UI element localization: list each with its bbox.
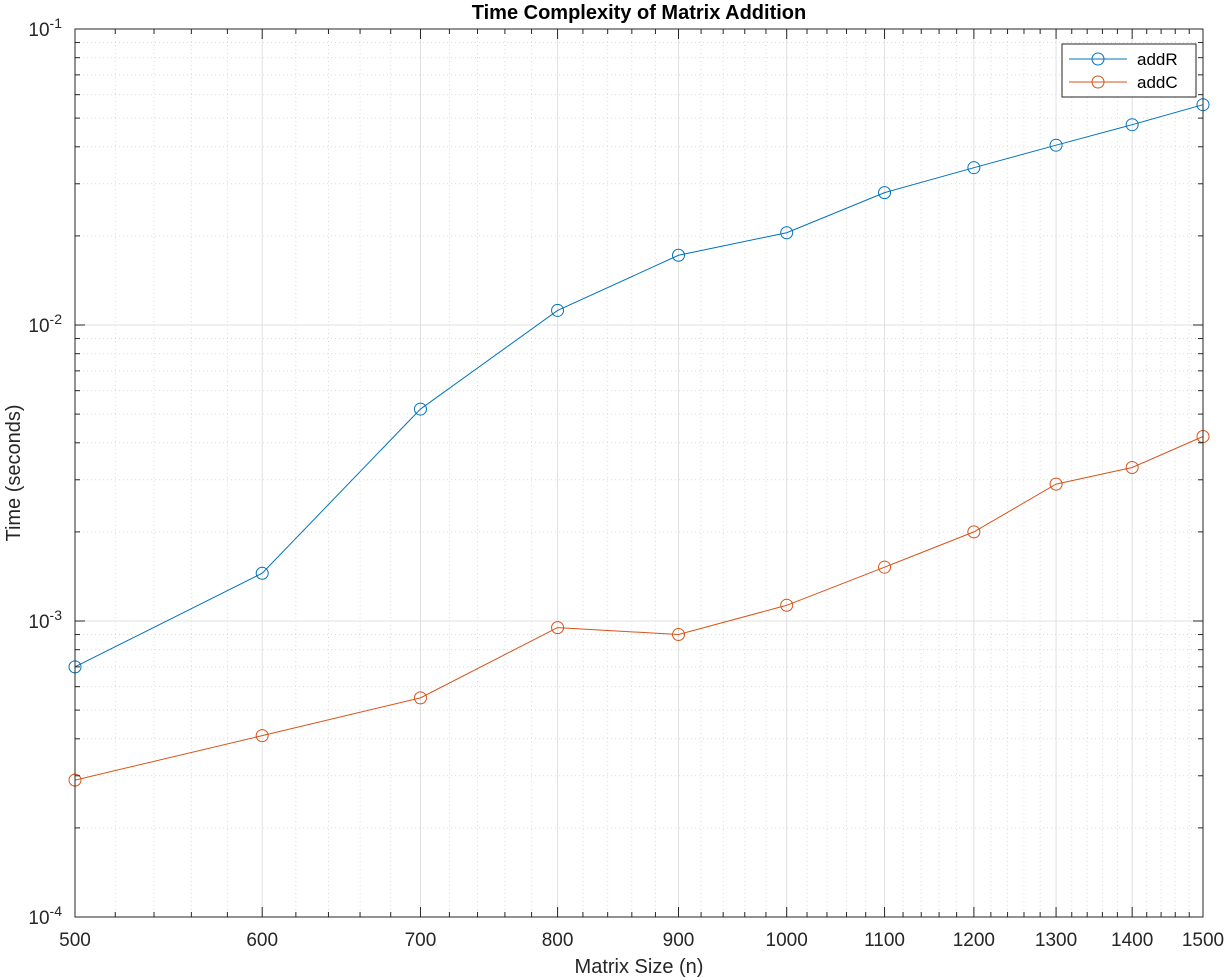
series-layer — [68, 98, 1210, 787]
data-point-addr — [551, 303, 565, 317]
data-point-addr — [1125, 118, 1139, 132]
major-grid — [75, 29, 1203, 917]
y-tick-label: 10-1 — [28, 15, 62, 41]
axis-ticks — [74, 28, 1204, 918]
x-tick-label: 1400 — [1111, 930, 1153, 951]
data-point-addc — [551, 621, 565, 635]
x-tick-label: 1000 — [766, 930, 808, 951]
x-tick-label: 1300 — [1035, 930, 1077, 951]
x-tick-label: 1500 — [1182, 930, 1224, 951]
data-point-addc — [255, 729, 269, 743]
data-point-addc — [1125, 461, 1139, 475]
plot-area — [75, 29, 1203, 917]
x-tick-label: 1200 — [953, 930, 995, 951]
x-tick-label: 800 — [542, 930, 574, 951]
x-tick-label: 700 — [405, 930, 437, 951]
data-point-addc — [780, 598, 794, 612]
series-line-addr — [74, 104, 1204, 668]
data-point-addr — [255, 566, 269, 580]
legend-box — [1061, 43, 1197, 98]
data-point-addr — [413, 402, 427, 416]
data-point-addr — [780, 226, 794, 240]
data-point-addc — [413, 691, 427, 705]
y-axis-label: Time (seconds) — [3, 404, 25, 541]
tick-labels: 500 600 700 800 900 1000 1100 1200 1300 1400 1500 1… — [28, 15, 1224, 951]
x-axis-label: Matrix Size (n) — [575, 956, 704, 978]
data-point-addr — [878, 186, 892, 200]
y-tick-label: 10-2 — [28, 311, 62, 337]
chart-title: Time Complexity of Matrix Addition — [472, 2, 806, 24]
minor-grid — [75, 29, 1203, 917]
plot-frame — [74, 28, 1204, 918]
x-tick-label: 600 — [246, 930, 278, 951]
y-tick-label: 10-4 — [28, 903, 62, 929]
data-point-addc — [878, 560, 892, 574]
legend-marker-addC — [1091, 75, 1105, 89]
data-point-addc — [1049, 477, 1063, 491]
x-tick-label: 900 — [663, 930, 695, 951]
data-point-addr — [967, 161, 981, 175]
legend: addR addC — [1061, 43, 1197, 98]
series-line-addc — [74, 436, 1204, 781]
data-point-addr — [672, 248, 686, 262]
legend-label-addR: addR — [1137, 50, 1178, 69]
legend-marker-addR — [1091, 52, 1105, 66]
x-tick-label: 1100 — [864, 930, 905, 951]
data-point-addc — [967, 525, 981, 539]
data-point-addc — [672, 628, 686, 642]
y-tick-label: 10-3 — [28, 607, 62, 633]
x-tick-label: 500 — [59, 930, 91, 951]
legend-label-addC: addC — [1137, 73, 1178, 92]
data-point-addr — [1049, 138, 1063, 152]
